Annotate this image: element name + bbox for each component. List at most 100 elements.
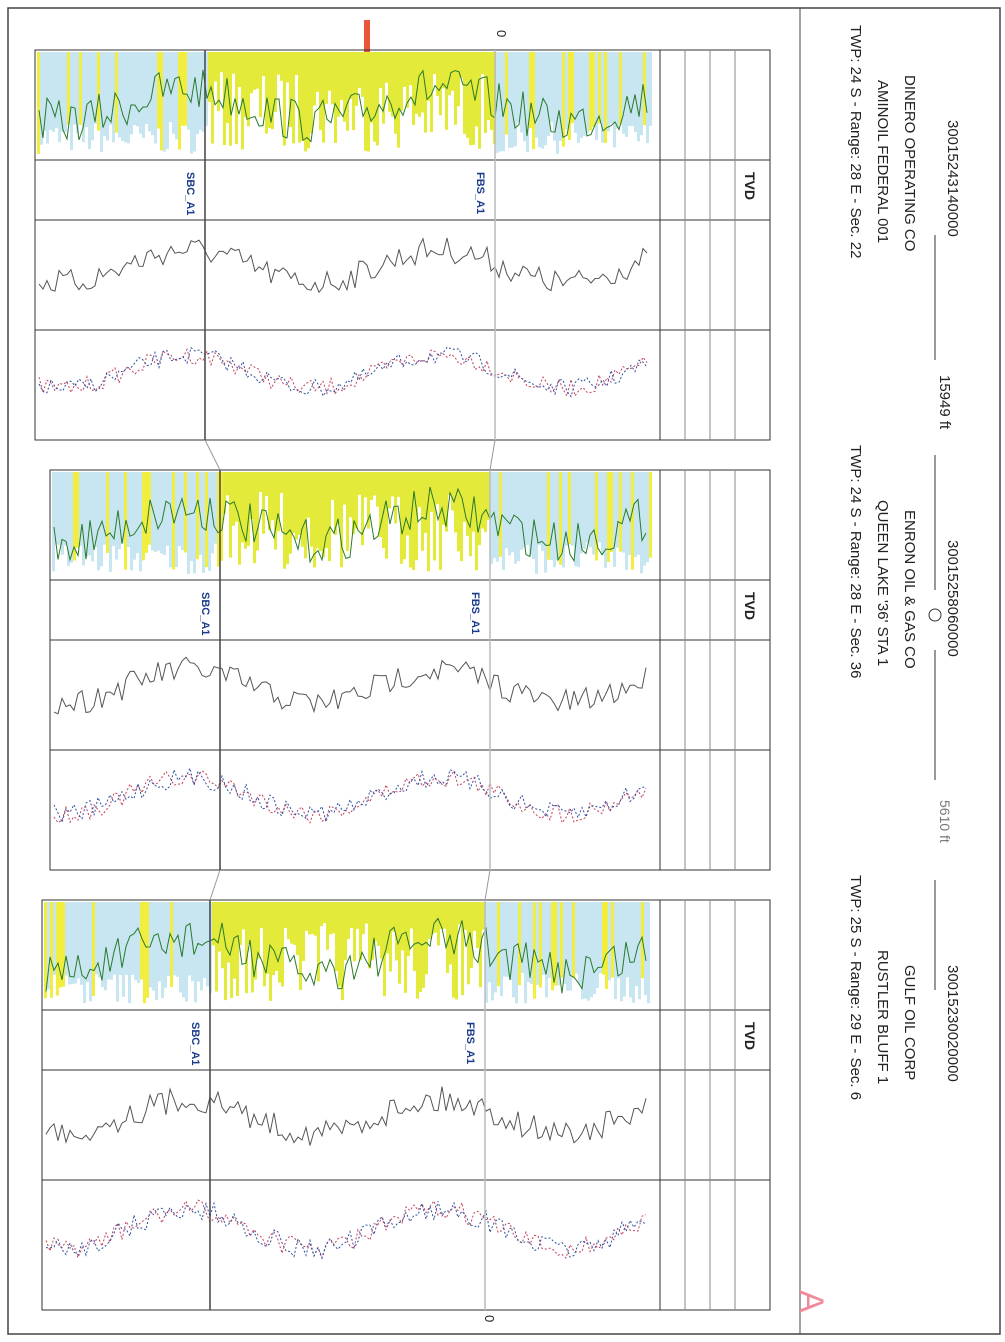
well-operator: ENRON OIL & GAS CO: [901, 510, 918, 669]
gr-fill: [577, 52, 580, 143]
gr-fill: [326, 902, 329, 950]
datum-label: 0: [482, 1315, 497, 1322]
gr-fill: [484, 52, 487, 133]
gr-fill: [514, 472, 517, 564]
gr-fill: [578, 902, 581, 985]
gr-fill: [415, 472, 418, 561]
gr-fill: [559, 472, 562, 565]
well-panel: TVD FBS_A1 SBC_A1: [34, 49, 771, 441]
log-curve: [53, 486, 647, 564]
gr-fill: [146, 902, 149, 998]
gr-fill: [377, 902, 380, 946]
gr-fill: [272, 902, 275, 976]
gr-fill: [313, 52, 316, 106]
gr-fill: [296, 902, 299, 956]
gr-fill: [85, 52, 88, 128]
gr-fill: [503, 902, 506, 977]
gr-fill: [451, 472, 454, 511]
gr-fill: [91, 52, 94, 141]
gr-fill: [346, 52, 349, 131]
gr-fill: [229, 52, 232, 146]
gr-fill: [67, 472, 70, 566]
gr-fill: [307, 472, 310, 518]
gr-fill: [460, 472, 463, 562]
gr-fill: [508, 472, 511, 556]
gr-fill: [337, 472, 340, 525]
gr-fill: [262, 52, 265, 77]
gr-fill: [476, 902, 479, 948]
gr-fill: [106, 52, 109, 141]
gr-fill: [157, 52, 160, 129]
gr-fill: [604, 52, 607, 144]
gr-fill: [140, 902, 143, 980]
gr-fill: [217, 52, 220, 112]
header: 30015243140000 DINERO OPERATING CO AMINOIL…: [847, 25, 961, 1100]
gr-fill: [95, 902, 98, 975]
gr-fill: [98, 902, 101, 978]
gr-fill: [520, 52, 523, 133]
gr-fill: [488, 902, 491, 983]
gr-fill: [64, 472, 67, 546]
gr-fill: [436, 472, 439, 505]
gr-fill: [152, 902, 155, 991]
gr-fill: [601, 472, 604, 556]
gr-fill: [121, 52, 124, 142]
gr-fill: [436, 52, 439, 96]
well-api: 30015243140000: [944, 120, 961, 237]
gr-fill: [620, 902, 623, 1002]
gr-fill: [88, 472, 91, 556]
gr-fill: [58, 472, 61, 545]
gr-fill: [71, 902, 74, 985]
gr-fill: [178, 52, 181, 150]
log-curve: [53, 766, 647, 824]
gr-fill: [370, 52, 373, 123]
gr-fill: [469, 52, 472, 146]
gr-fill: [397, 472, 400, 497]
gr-fill: [118, 472, 121, 550]
gr-fill: [602, 902, 605, 975]
gr-fill: [589, 52, 592, 131]
gr-fill: [535, 52, 538, 138]
gr-fill: [202, 472, 205, 573]
log-curve: [38, 346, 648, 398]
gr-fill: [469, 472, 472, 557]
gr-fill: [119, 902, 122, 976]
well-api: 30015230020000: [944, 965, 961, 1082]
gr-fill: [178, 472, 181, 547]
gr-fill: [110, 902, 113, 980]
gr-fill: [397, 52, 400, 148]
gr-fill: [266, 902, 269, 974]
gr-fill: [169, 52, 172, 123]
gr-fill: [61, 472, 64, 555]
gr-fill: [88, 52, 91, 150]
gr-fill: [214, 472, 217, 544]
gr-fill: [401, 902, 404, 951]
gr-fill: [574, 52, 577, 133]
gr-fill: [232, 52, 235, 74]
gr-fill: [581, 902, 584, 1000]
gr-fill: [112, 472, 115, 547]
gr-fill: [532, 472, 535, 560]
gr-fill: [286, 52, 289, 83]
gr-fill: [496, 472, 499, 562]
gr-fill: [64, 52, 67, 133]
gr-fill: [526, 472, 529, 545]
gr-fill: [94, 52, 97, 125]
gr-fill: [202, 52, 205, 132]
gr-fill: [550, 472, 553, 561]
gr-fill: [626, 902, 629, 978]
gr-fill: [394, 472, 397, 524]
gr-fill: [572, 902, 575, 979]
gr-fill: [142, 472, 145, 561]
gr-fill: [538, 472, 541, 545]
gr-fill: [631, 472, 634, 570]
gr-fill: [347, 902, 350, 940]
gr-fill: [145, 52, 148, 124]
gr-fill: [154, 472, 157, 553]
gr-fill: [113, 902, 116, 975]
panel-frame: [41, 899, 771, 1311]
gr-fill: [379, 472, 382, 538]
gr-fill: [361, 52, 364, 97]
gr-fill: [373, 472, 376, 496]
gr-fill: [629, 902, 632, 998]
